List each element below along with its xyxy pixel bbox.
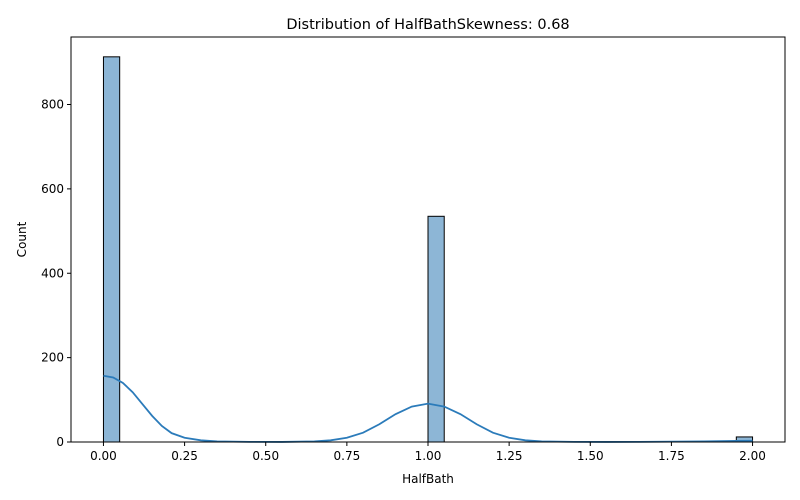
y-tick-label: 600: [41, 182, 64, 196]
x-axis: 0.00 0.25 0.50 0.75 1.00 1.25 1.50 1.75 2.00: [90, 442, 766, 463]
x-tick-label: 0.75: [334, 449, 361, 463]
x-axis-title: HalfBath: [402, 472, 454, 486]
chart-title: Distribution of HalfBathSkewness: 0.68: [286, 17, 569, 33]
histogram-bar: [102, 56, 121, 443]
x-tick-label: 1.00: [415, 449, 442, 463]
plot-area: [102, 56, 754, 443]
y-tick-label: 0: [56, 435, 64, 449]
histogram-bar: [427, 215, 445, 443]
x-tick-label: 2.00: [739, 449, 766, 463]
x-tick-label: 0.00: [90, 449, 117, 463]
y-tick-label: 200: [41, 351, 64, 365]
x-tick-label: 0.25: [171, 449, 198, 463]
y-axis: 0 200 400 600 800: [41, 98, 71, 449]
y-tick-label: 400: [41, 266, 64, 280]
x-tick-label: 0.50: [252, 449, 279, 463]
x-tick-label: 1.50: [577, 449, 604, 463]
x-tick-label: 1.75: [658, 449, 685, 463]
x-tick-label: 1.25: [496, 449, 523, 463]
y-axis-title: Count: [15, 221, 29, 257]
y-tick-label: 800: [41, 98, 64, 112]
